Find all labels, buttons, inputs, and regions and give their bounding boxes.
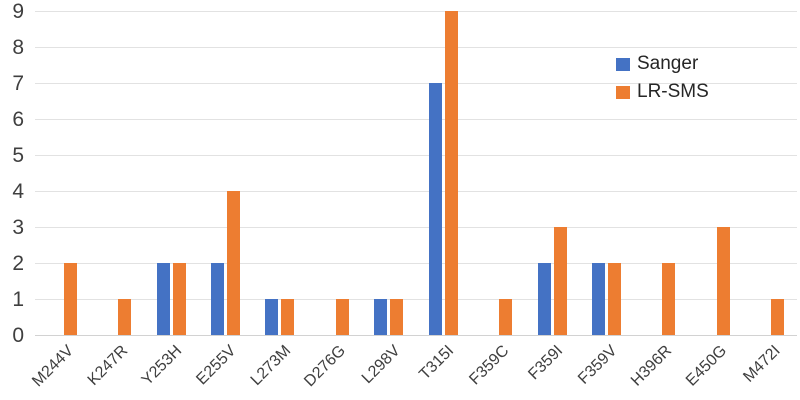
x-tick-label-m244v: M244V [28, 342, 77, 391]
x-tick-label-e450g: E450G [682, 342, 730, 390]
gridline-y-6 [35, 119, 797, 120]
x-tick-label-t315i: T315I [416, 342, 458, 384]
legend-label-lrsms: LR-SMS [637, 81, 709, 102]
legend: Sanger LR-SMS [616, 50, 709, 106]
bar-lrsms-y253h [172, 263, 186, 335]
x-tick-label-k247r: K247R [84, 342, 131, 389]
y-tick-label: 6 [12, 108, 24, 131]
y-tick-label: 7 [12, 72, 24, 95]
x-tick-label-h396r: H396R [628, 342, 676, 390]
y-tick-label: 4 [12, 180, 24, 203]
gridline-y-2 [35, 263, 797, 264]
bar-lrsms-f359v [608, 263, 621, 335]
y-tick-label: 0 [12, 324, 24, 347]
gridline-y-9 [35, 11, 797, 12]
bar-sanger-e255v [211, 263, 224, 335]
x-tick-label-f359i: F359I [525, 342, 567, 384]
bar-lrsms-d276g [335, 299, 349, 335]
bar-sanger-t315i [428, 83, 442, 335]
x-tick-label-e255v: E255V [193, 342, 240, 389]
x-tick-label-f359c: F359C [465, 342, 512, 389]
bar-lrsms-f359i [553, 227, 567, 335]
bar-sanger-f359v [592, 263, 605, 335]
bar-lrsms-t315i [444, 11, 458, 335]
bar-sanger-l298v [374, 299, 388, 335]
legend-swatch-sanger-icon [616, 57, 630, 71]
gridline-y-4 [35, 191, 797, 192]
gridline-y-8 [35, 47, 797, 48]
gridline-y-0 [35, 335, 797, 336]
x-tick-label-l273m: L273M [247, 342, 295, 389]
gridline-y-3 [35, 227, 797, 228]
gridline-y-1 [35, 299, 797, 300]
bar-lrsms-f359c [499, 299, 513, 335]
y-tick-label: 8 [12, 36, 24, 59]
legend-item-lrsms: LR-SMS [616, 78, 709, 106]
gridline-y-5 [35, 155, 797, 156]
legend-item-sanger: Sanger [616, 50, 709, 78]
bar-lrsms-h396r [662, 263, 676, 335]
bar-lrsms-l273m [281, 299, 295, 335]
bar-sanger-l273m [265, 299, 279, 335]
x-tick-label-y253h: Y253H [138, 342, 186, 389]
bar-lrsms-e255v [227, 191, 240, 335]
bar-sanger-y253h [156, 263, 170, 335]
y-tick-label: 9 [12, 0, 24, 23]
x-tick-label-d276g: D276G [300, 342, 349, 391]
bar-lrsms-m244v [63, 263, 77, 335]
bar-lrsms-l298v [390, 299, 404, 335]
bar-lrsms-e450g [716, 227, 730, 335]
legend-swatch-lrsms-icon [616, 85, 630, 99]
y-tick-label: 3 [12, 216, 24, 239]
bar-lrsms-m472i [771, 299, 785, 335]
x-tick-label-f359v: F359V [575, 342, 621, 388]
y-tick-label: 5 [12, 144, 24, 167]
y-tick-label: 2 [12, 252, 24, 275]
y-tick-label: 1 [12, 288, 24, 311]
gridline-y-7 [35, 83, 797, 84]
x-tick-label-m472i: M472I [740, 342, 785, 386]
x-tick-label-l298v: L298V [358, 342, 404, 388]
legend-label-sanger: Sanger [637, 53, 699, 74]
bar-lrsms-k247r [118, 299, 132, 335]
bar-sanger-f359i [537, 263, 551, 335]
